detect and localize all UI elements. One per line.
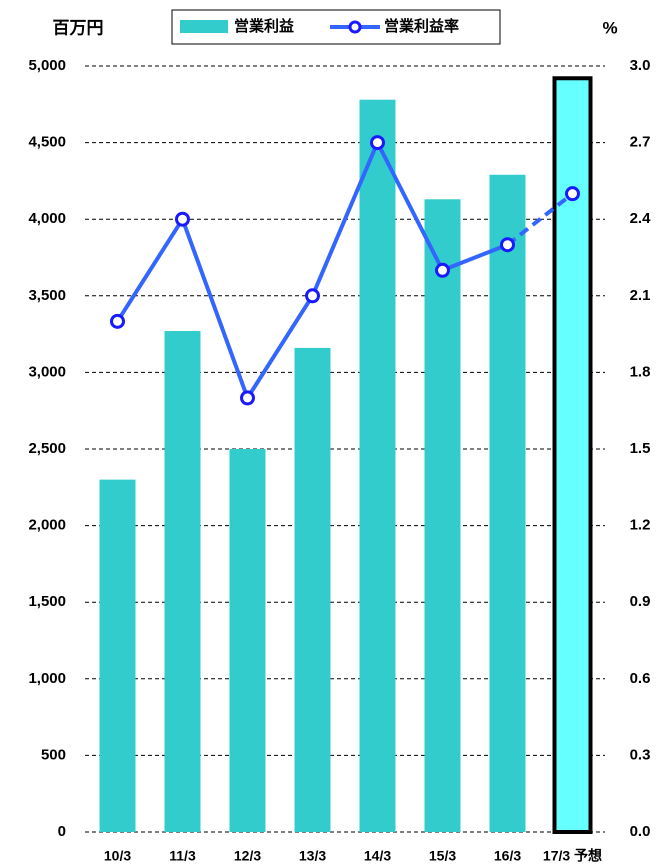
bar xyxy=(99,479,136,832)
y-tick-label: 5,000 xyxy=(28,57,66,74)
y2-tick-label: 0.0 xyxy=(630,823,651,840)
y-tick-label: 2,500 xyxy=(28,440,66,457)
y-tick-label: 3,500 xyxy=(28,287,66,304)
bar xyxy=(229,449,266,832)
x-tick-label: 16/3 xyxy=(494,848,521,864)
y-tick-label: 4,000 xyxy=(28,210,66,227)
line-marker xyxy=(175,211,190,227)
y2-tick-label: 1.8 xyxy=(630,363,651,380)
bar xyxy=(489,174,526,833)
y2-tick-label: 3.0 xyxy=(630,57,651,74)
y-tick-label: 3,000 xyxy=(28,363,66,380)
y2-tick-label: 1.2 xyxy=(630,517,651,534)
x-tick-label: 15/3 xyxy=(429,848,456,864)
y-tick-label: 1,000 xyxy=(28,670,66,687)
x-tick-label: 11/3 xyxy=(169,848,196,864)
x-tick-label: 17/3 予想 xyxy=(543,848,602,864)
x-tick-label: 12/3 xyxy=(234,848,261,864)
y2-tick-label: 0.6 xyxy=(630,670,651,687)
bar xyxy=(294,347,331,832)
y-tick-label: 500 xyxy=(41,746,66,763)
legend-swatch xyxy=(180,20,228,33)
y2-tick-label: 2.4 xyxy=(630,210,652,227)
y2-unit: % xyxy=(602,18,617,37)
y-tick-label: 2,000 xyxy=(28,517,66,534)
line-marker xyxy=(565,186,580,202)
y-unit: 百万円 xyxy=(53,18,104,37)
y2-tick-label: 0.9 xyxy=(630,593,651,610)
line-marker xyxy=(110,313,125,329)
y2-tick-label: 1.5 xyxy=(630,440,651,457)
x-tick-label: 10/3 xyxy=(104,848,131,864)
y-tick-label: 4,500 xyxy=(28,134,66,151)
x-tick-label: 14/3 xyxy=(364,848,391,864)
y-tick-label: 1,500 xyxy=(28,593,66,610)
y-tick-label: 0 xyxy=(58,823,66,840)
bar xyxy=(359,99,396,833)
legend-marker xyxy=(348,20,362,34)
line-marker xyxy=(500,237,515,253)
legend-label: 営業利益 xyxy=(234,17,294,35)
legend-label: 営業利益率 xyxy=(384,17,459,35)
line-marker xyxy=(370,135,385,151)
y2-tick-label: 2.1 xyxy=(630,287,651,304)
line-marker xyxy=(240,390,255,406)
x-tick-label: 13/3 xyxy=(299,848,326,864)
y2-tick-label: 2.7 xyxy=(630,134,651,151)
forecast-line xyxy=(506,192,574,247)
bar xyxy=(164,331,201,832)
y2-tick-label: 0.3 xyxy=(630,746,651,763)
line-marker xyxy=(435,262,450,278)
bar xyxy=(424,199,461,832)
line-marker xyxy=(305,288,320,304)
